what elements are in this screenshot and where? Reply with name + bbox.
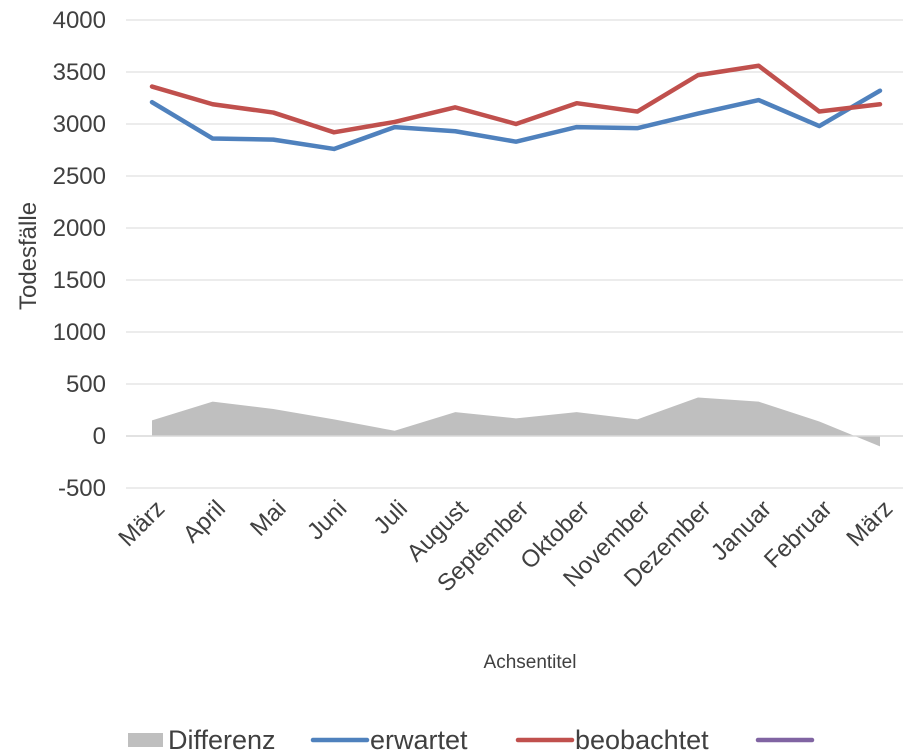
y-tick-label: 3500 — [53, 59, 106, 86]
x-tick-labels: März April Mai Juni JuliAugustSeptemberOktob… — [113, 495, 898, 597]
differenz-area — [152, 397, 880, 447]
series-line-beobachtet — [149, 63, 883, 135]
differenz-area-layer — [152, 397, 880, 447]
legend-item: Differenz — [128, 725, 276, 753]
x-tick-label: Mai — [245, 495, 291, 541]
y-tick-label: 1500 — [53, 267, 106, 294]
y-tick-label: 1000 — [53, 319, 106, 346]
y-tick-label: 500 — [66, 371, 106, 398]
legend-item: beobachtet — [515, 725, 709, 753]
y-tick-label: 0 — [93, 423, 106, 450]
y-tick-labels: -500 0 500 1000 1500 2000 2500 3000 3500 4000 — [53, 7, 106, 502]
y-tick-label: 2500 — [53, 163, 106, 190]
x-tick-label: März — [113, 495, 170, 552]
legend-label: Differenz — [168, 725, 276, 753]
legend: Differenz erwartet beobachtet — [128, 725, 815, 753]
legend-label: beobachtet — [575, 725, 709, 753]
y-axis-title: Todesfälle — [15, 202, 42, 310]
y-tick-label: -500 — [58, 475, 106, 502]
x-tick-label: März — [841, 495, 898, 552]
x-tick-label: Februar — [759, 495, 838, 574]
series-line-erwartet — [149, 88, 883, 152]
x-tick-label: April — [178, 495, 231, 548]
x-axis-title: Achsentitel — [484, 652, 577, 673]
legend-swatch — [128, 733, 163, 747]
legend-label: erwartet — [370, 725, 468, 753]
x-tick-label: Juni — [302, 495, 352, 545]
y-tick-label: 3000 — [53, 111, 106, 138]
y-tick-label: 4000 — [53, 7, 106, 34]
gridlines — [126, 19, 903, 489]
x-tick-label: Juli — [368, 495, 413, 540]
y-tick-label: 2000 — [53, 215, 106, 242]
legend-item: erwartet — [310, 725, 468, 753]
line-series-layer — [149, 63, 883, 152]
